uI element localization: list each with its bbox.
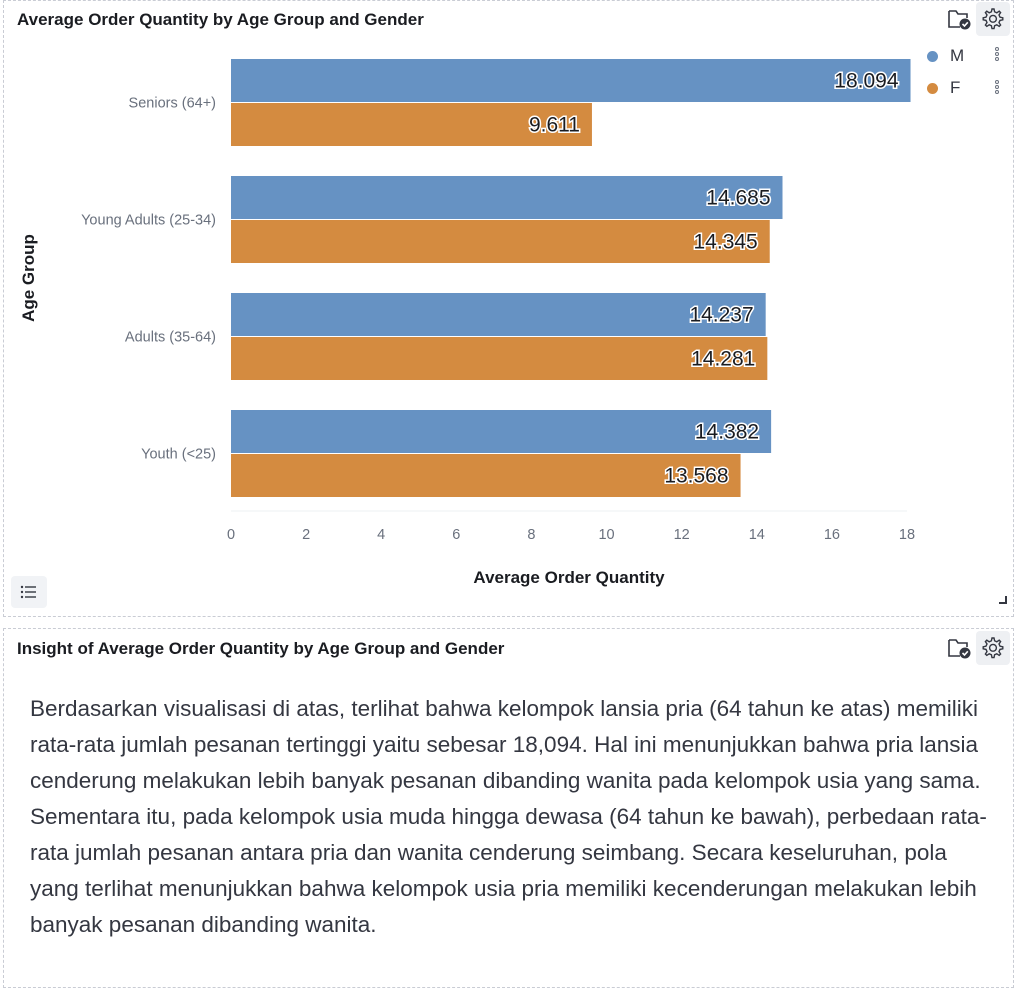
y-axis-title: Age Group [19,234,38,322]
legend-label-f[interactable]: F [950,78,961,97]
x-tick-8: 8 [527,527,535,543]
bar-m-youth-25 [231,410,772,453]
folder-check-icon[interactable] [942,2,976,36]
bar-m-young-adults-25-34 [231,176,783,219]
x-tick-16: 16 [824,527,840,543]
gear-icon[interactable] [976,2,1010,36]
x-tick-18: 18 [899,527,915,543]
chart-panel: Average Order Quantity by Age Group and … [3,0,1014,617]
bar-f-seniors-64 [231,103,592,146]
data-label-f-youth-25: 13.568 [664,465,728,488]
category-label-young-adults-25-34: Young Adults (25-34) [81,213,216,229]
x-tick-2: 2 [302,527,310,543]
legend-menu-m-icon[interactable] [995,47,1001,62]
bar-m-adults-35-64 [231,293,766,336]
x-tick-6: 6 [452,527,460,543]
data-label-m-adults-35-64: 14.237 [689,304,753,327]
resize-handle[interactable] [999,596,1007,604]
bar-chart: Age Group Average Order Quantity Seniors… [19,59,915,587]
bar-f-adults-35-64 [231,337,768,380]
category-label-adults-35-64: Adults (35-64) [125,330,216,346]
list-button[interactable] [11,576,47,608]
insight-panel: Insight of Average Order Quantity by Age… [3,628,1014,988]
data-label-f-seniors-64: 9.611 [529,114,580,137]
x-tick-4: 4 [377,527,385,543]
legend-label-m[interactable]: M [950,46,965,65]
data-label-m-seniors-64: 18.094 [834,70,899,93]
chart-title: Average Order Quantity by Age Group and … [17,10,424,29]
data-label-f-young-adults-25-34: 14.345 [694,231,758,254]
folder-check-icon[interactable] [942,631,976,665]
insight-title: Insight of Average Order Quantity by Age… [17,639,505,658]
category-label-seniors-64: Seniors (64+) [129,96,216,112]
gear-icon[interactable] [976,631,1010,665]
data-label-m-youth-25: 14.382 [695,421,759,444]
bar-f-young-adults-25-34 [231,220,770,263]
x-tick-0: 0 [227,527,235,543]
bar-m-seniors-64 [231,59,911,102]
category-label-youth-25: Youth (<25) [141,447,216,463]
legend-swatch-f [927,83,938,94]
legend-menu-f-icon[interactable] [995,80,1001,95]
insight-text: Berdasarkan visualisasi di atas, terliha… [30,696,987,937]
bar-f-youth-25 [231,454,741,497]
x-tick-14: 14 [749,527,765,543]
data-label-m-young-adults-25-34: 14.685 [706,187,770,210]
x-axis-title: Average Order Quantity [473,568,665,587]
x-tick-10: 10 [598,527,614,543]
data-label-f-adults-35-64: 14.281 [691,348,755,371]
legend-swatch-m [927,51,938,62]
x-tick-12: 12 [674,527,690,543]
list-icon [20,585,36,599]
